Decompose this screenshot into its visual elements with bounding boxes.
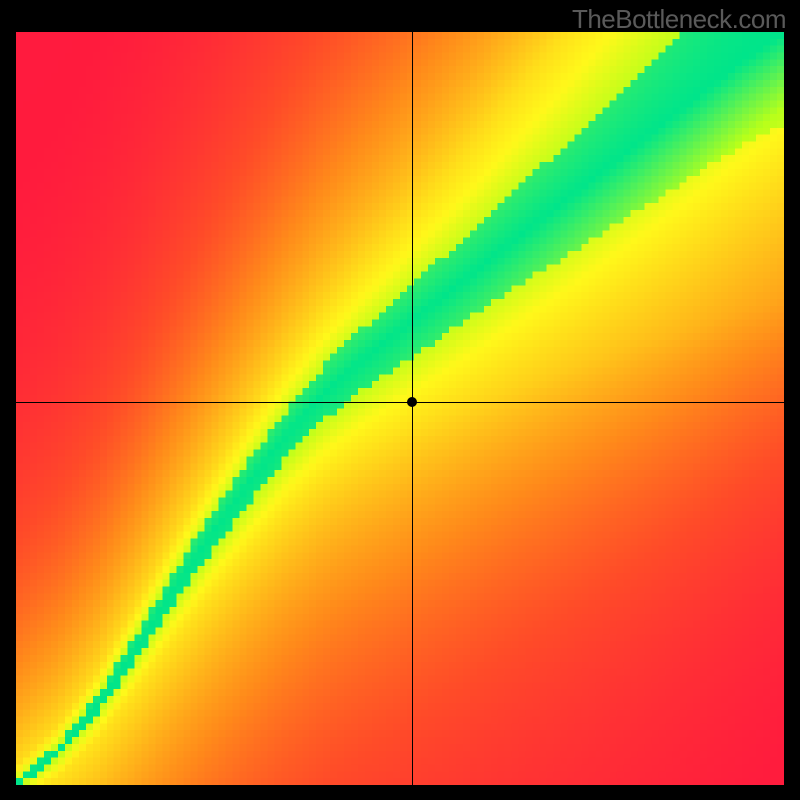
heatmap-canvas xyxy=(16,32,784,785)
crosshair-dot xyxy=(407,397,417,407)
watermark-text: TheBottleneck.com xyxy=(572,4,786,35)
bottleneck-heatmap xyxy=(16,32,784,785)
crosshair-vertical xyxy=(412,32,413,785)
crosshair-horizontal xyxy=(16,402,784,403)
